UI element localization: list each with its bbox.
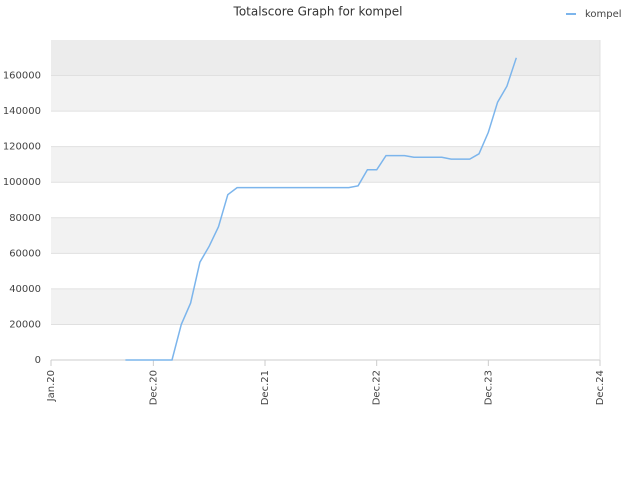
y-tick-label: 160000 bbox=[3, 71, 41, 82]
data-line bbox=[125, 57, 518, 361]
x-tick-label: Jan.20 bbox=[46, 370, 57, 402]
grid-band bbox=[51, 111, 600, 147]
chart-title: Totalscore Graph for kompel bbox=[233, 5, 403, 19]
y-tick-label: 60000 bbox=[9, 248, 41, 259]
x-tick-label: Dec.21 bbox=[260, 370, 271, 405]
legend-label: kompel bbox=[585, 9, 622, 20]
grid-band bbox=[51, 253, 600, 289]
grid-band bbox=[51, 75, 600, 112]
x-tick-label: Dec.20 bbox=[148, 370, 159, 405]
grid-band bbox=[51, 217, 600, 254]
grid-band bbox=[51, 146, 600, 183]
y-tick-label: 120000 bbox=[3, 142, 41, 153]
grid-band bbox=[51, 324, 600, 360]
x-tick-label: Dec.23 bbox=[483, 370, 494, 405]
y-tick-label: 140000 bbox=[3, 106, 41, 117]
x-tick-label: Dec.24 bbox=[595, 370, 606, 405]
y-tick-label: 20000 bbox=[9, 319, 41, 330]
y-tick-label: 40000 bbox=[9, 284, 41, 295]
y-tick-label: 0 bbox=[35, 355, 41, 366]
grid-band bbox=[51, 288, 600, 325]
x-tick-label: Dec.22 bbox=[372, 370, 383, 405]
y-tick-label: 100000 bbox=[3, 177, 41, 188]
grid-band bbox=[51, 40, 600, 76]
y-tick-label: 80000 bbox=[9, 213, 41, 224]
